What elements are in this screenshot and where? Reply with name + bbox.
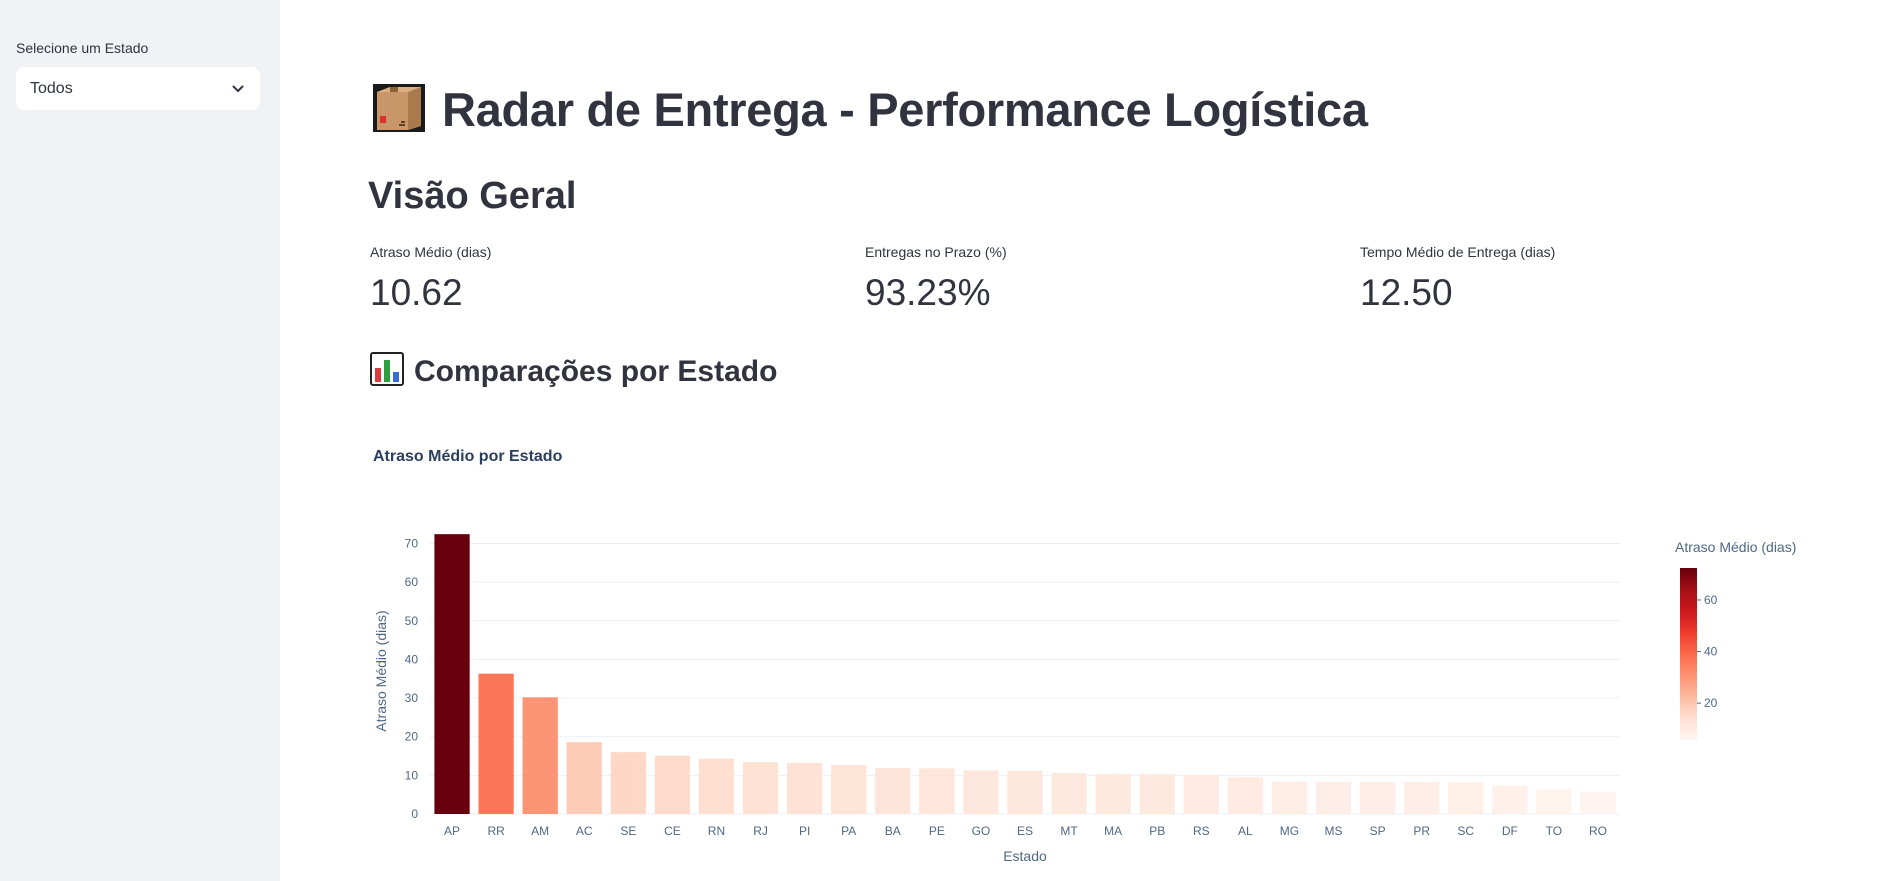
page-title: Radar de Entrega - Performance Logística (442, 83, 1368, 136)
y-tick-label: 40 (405, 652, 419, 666)
sidebar: Selecione um Estado Todos (0, 0, 280, 881)
x-tick-label: BA (885, 824, 901, 838)
bar-es (1007, 770, 1043, 814)
y-tick-label: 10 (405, 768, 419, 782)
x-tick-label: PI (799, 824, 810, 838)
bar-mt (1051, 773, 1087, 814)
x-tick-label: SP (1370, 824, 1386, 838)
overview-title: Visão Geral (368, 175, 577, 217)
y-tick-label: 70 (405, 536, 419, 550)
metric-on-time: Entregas no Prazo (%) 93.23% (865, 244, 1007, 314)
metric-value: 12.50 (1360, 272, 1453, 313)
x-tick-label: RN (708, 824, 725, 838)
metric-label: Atraso Médio (dias) (370, 244, 492, 260)
x-tick-label: AP (444, 824, 460, 838)
state-select[interactable]: Todos (16, 67, 260, 110)
bar-ap (434, 534, 470, 814)
bar-pi (787, 762, 823, 814)
x-tick-label: PA (841, 824, 856, 838)
x-tick-label: AL (1238, 824, 1253, 838)
x-tick-label: PB (1149, 824, 1165, 838)
x-tick-label: PE (929, 824, 945, 838)
x-tick-label: MS (1325, 824, 1343, 838)
bar-chart-icon (370, 352, 404, 391)
y-tick-label: 30 (405, 691, 419, 705)
comparisons-title: Comparações por Estado (414, 354, 778, 388)
metric-avg-delay: Atraso Médio (dias) 10.62 (370, 244, 491, 314)
colorbar-tick-label: 20 (1704, 696, 1718, 710)
x-tick-label: GO (972, 824, 991, 838)
metric-label: Entregas no Prazo (%) (865, 244, 1007, 260)
colorbar-tick-label: 40 (1704, 645, 1718, 659)
page-header: Radar de Entrega - Performance Logística (370, 78, 1368, 141)
bar-ac (566, 742, 602, 814)
bar-ms (1315, 781, 1352, 814)
x-tick-label: ES (1017, 824, 1033, 838)
metric-value: 93.23% (865, 272, 991, 313)
bar-ro (1580, 791, 1616, 814)
bar-am (522, 697, 558, 814)
bar-mg (1271, 781, 1308, 814)
bar-to (1536, 789, 1572, 814)
chevron-down-icon (230, 81, 246, 97)
bar-df (1492, 785, 1528, 814)
bar-pb (1139, 774, 1175, 814)
x-tick-label: AM (531, 824, 549, 838)
x-tick-label: SE (620, 824, 636, 838)
x-axis-title: Estado (1003, 848, 1047, 864)
bar-sc (1448, 782, 1484, 814)
x-tick-label: MA (1104, 824, 1122, 838)
bar-pa (831, 764, 867, 814)
y-tick-label: 0 (411, 807, 418, 821)
x-tick-label: TO (1546, 824, 1562, 838)
metric-value: 10.62 (370, 272, 463, 313)
colorbar (1680, 568, 1697, 740)
x-tick-label: CE (664, 824, 681, 838)
bar-rr (478, 673, 514, 814)
bar-ba (875, 768, 911, 814)
x-tick-label: PR (1413, 824, 1430, 838)
x-tick-label: AC (576, 824, 593, 838)
y-tick-label: 20 (405, 730, 419, 744)
x-tick-label: MT (1060, 824, 1078, 838)
x-tick-label: RR (487, 824, 505, 838)
main-content: Radar de Entrega - Performance Logística… (280, 0, 1903, 881)
package-icon (370, 78, 428, 141)
bar-al (1227, 777, 1263, 814)
bar-rs (1183, 774, 1219, 814)
bar-ma (1095, 773, 1131, 814)
x-tick-label: RO (1589, 824, 1607, 838)
x-tick-label: RJ (753, 824, 768, 838)
bar-ce (654, 755, 691, 814)
bar-chart: 0 10 20 30 40 50 60 70 AP RR AM AC SE CE RN RJ PI PA BA PE G… (373, 534, 1796, 864)
bar-sp (1359, 781, 1396, 814)
bar-go (963, 770, 999, 814)
metric-label: Tempo Médio de Entrega (dias) (1360, 244, 1556, 260)
chart-title: Atraso Médio por Estado (373, 448, 563, 465)
state-select-label: Selecione um Estado (16, 40, 149, 56)
y-axis-title: Atraso Médio (dias) (373, 610, 389, 731)
x-tick-label: MG (1280, 824, 1299, 838)
x-tick-label: DF (1502, 824, 1518, 838)
bar-rn (698, 758, 735, 814)
bar-pe (919, 768, 955, 814)
metric-avg-delivery-time: Tempo Médio de Entrega (dias) 12.50 (1360, 244, 1555, 314)
state-select-value: Todos (30, 79, 73, 97)
bar-se (610, 752, 646, 814)
x-tick-label: SC (1457, 824, 1474, 838)
bar-rj (742, 762, 779, 814)
comparisons-header: Comparações por Estado (370, 352, 777, 391)
colorbar-title: Atraso Médio (dias) (1675, 539, 1796, 555)
y-tick-label: 50 (405, 614, 419, 628)
bar-pr (1404, 781, 1440, 814)
x-tick-label: RS (1193, 824, 1210, 838)
y-tick-label: 60 (405, 575, 419, 589)
colorbar-tick-label: 60 (1704, 593, 1718, 607)
